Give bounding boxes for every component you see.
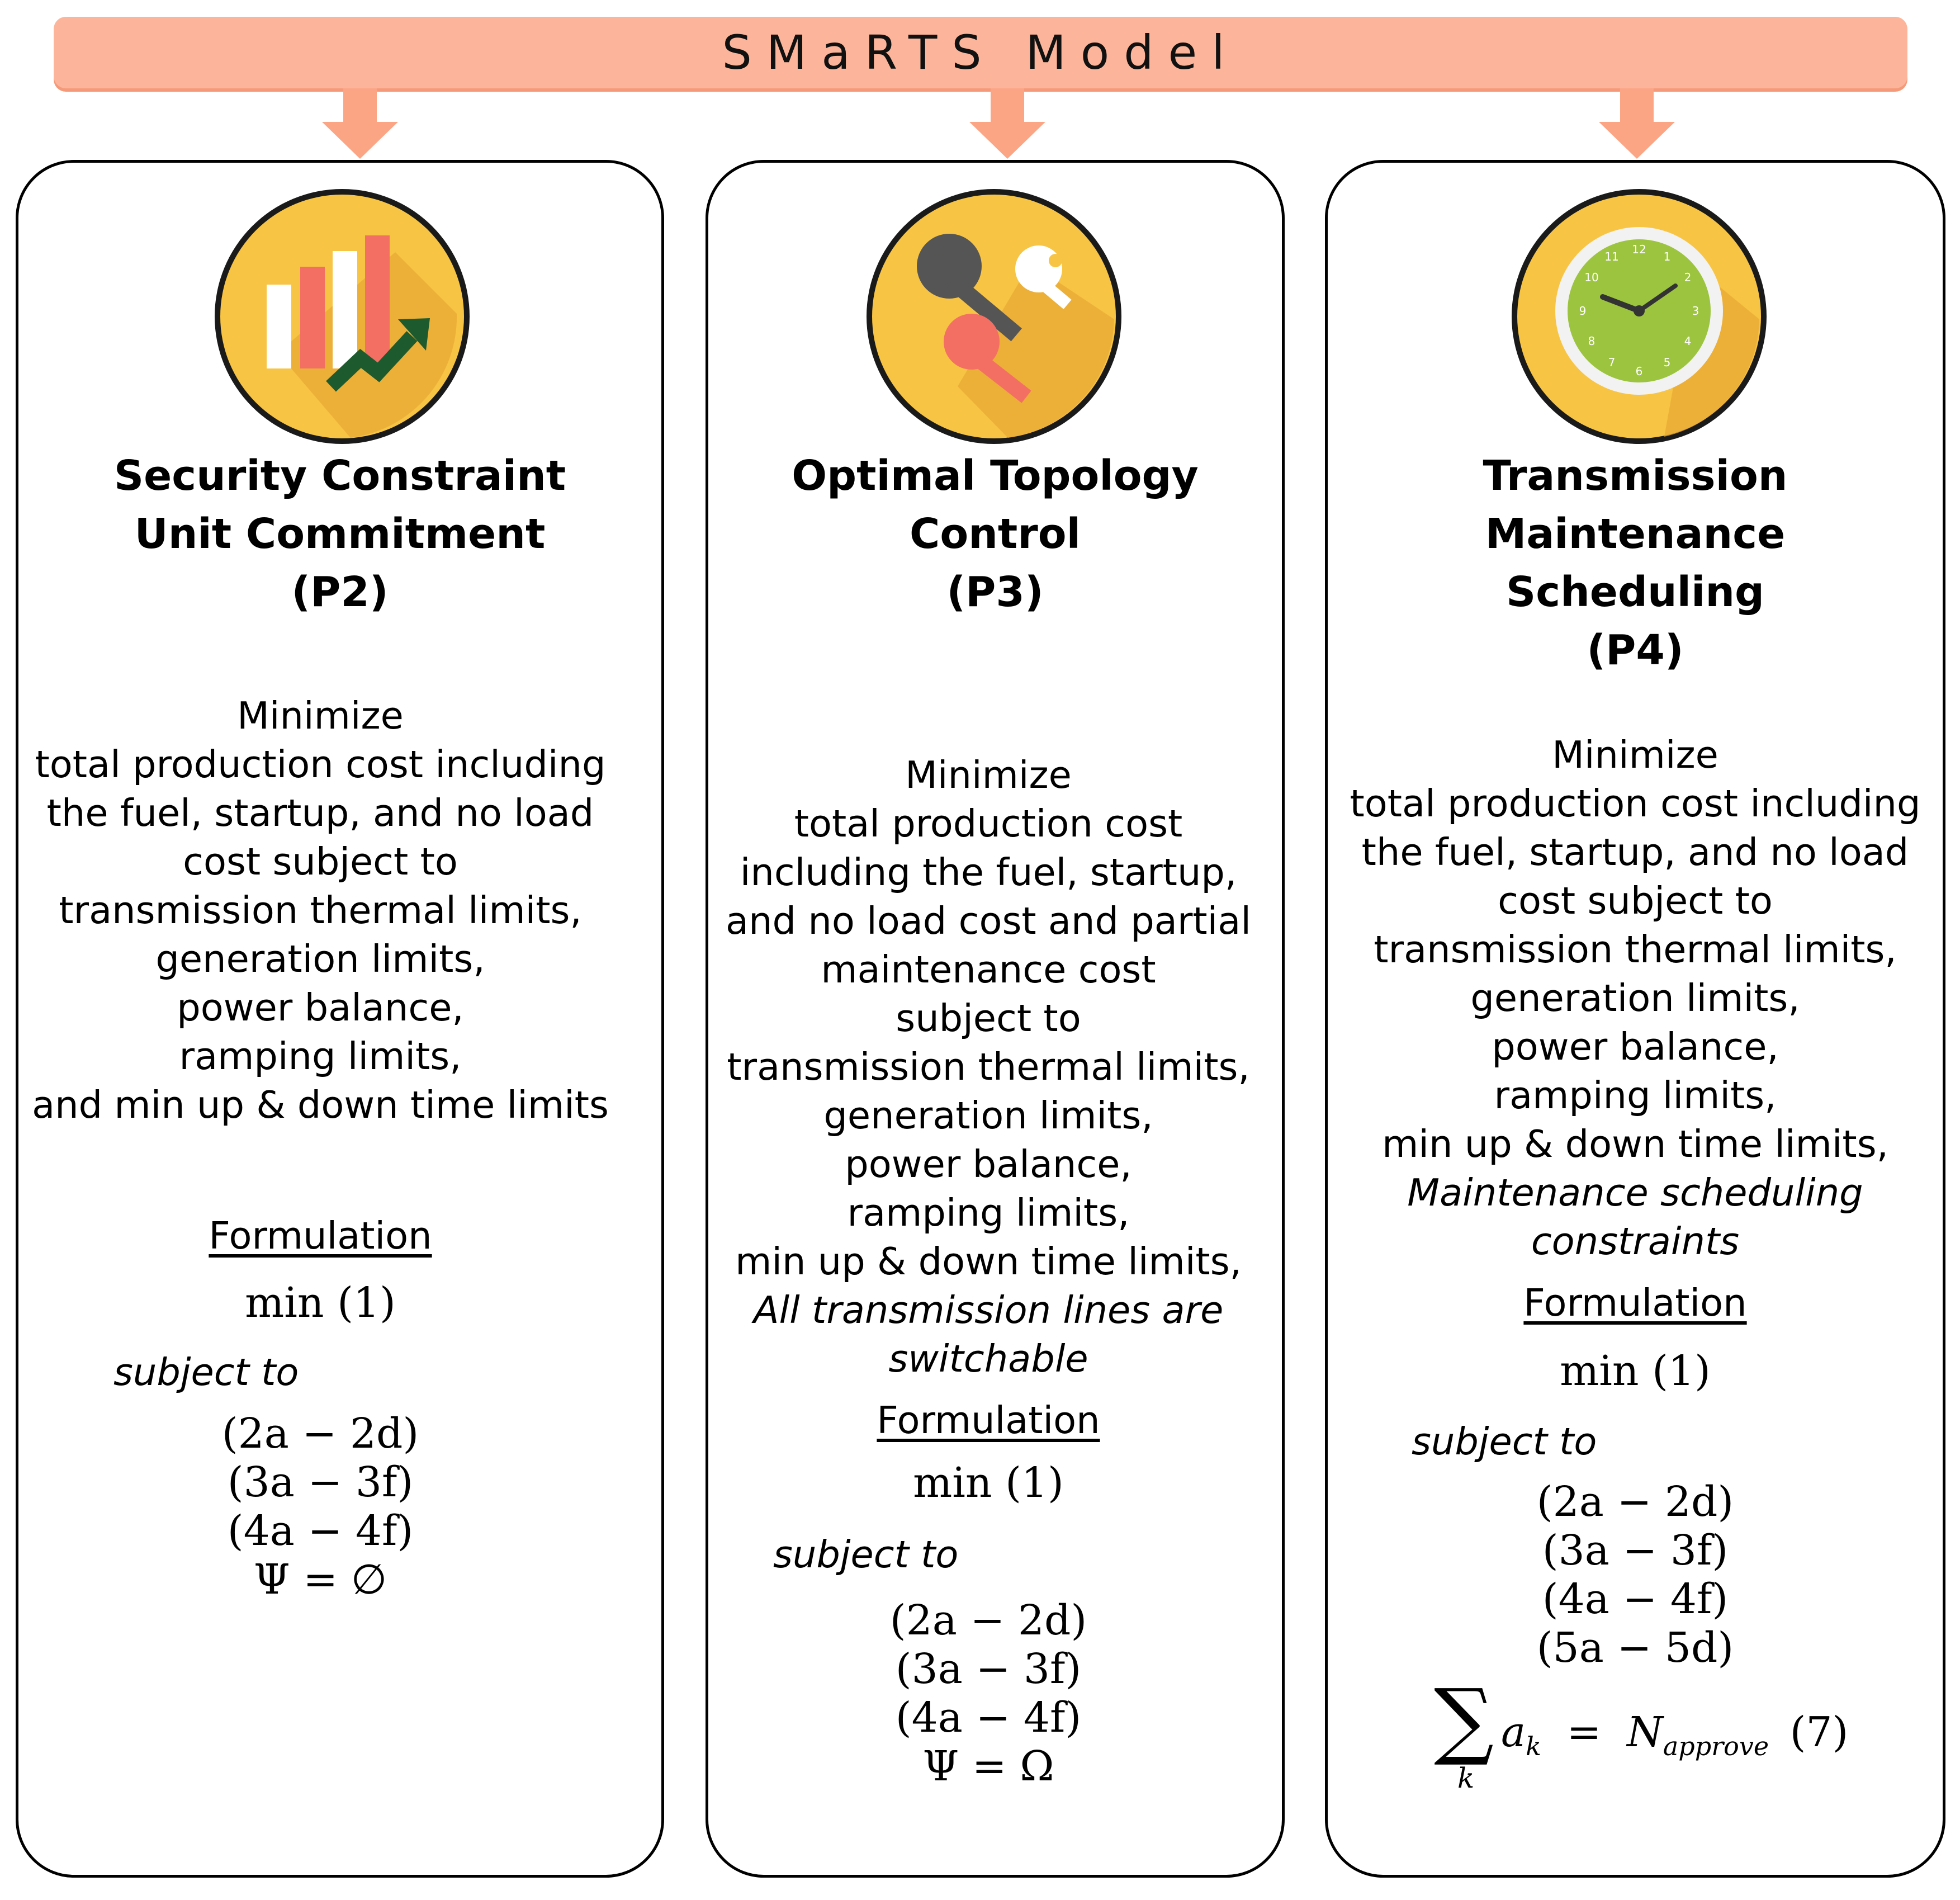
svg-text:6: 6 bbox=[1636, 365, 1643, 378]
formulation-heading: Formulation bbox=[877, 1398, 1100, 1442]
subject-to-label: subject to bbox=[773, 1533, 959, 1576]
svg-text:4: 4 bbox=[1684, 334, 1692, 348]
svg-text:11: 11 bbox=[1604, 250, 1618, 263]
svg-text:1: 1 bbox=[1664, 250, 1671, 263]
svg-text:3: 3 bbox=[1692, 304, 1699, 318]
svg-text:12: 12 bbox=[1632, 243, 1646, 256]
formulation-heading: Formulation bbox=[1523, 1281, 1747, 1325]
clock-icon: 12 12 3 45 6 78 9 10 11 bbox=[1512, 189, 1767, 444]
arrow-down-icon bbox=[1599, 88, 1675, 159]
arrow-down-icon bbox=[969, 88, 1045, 159]
svg-text:7: 7 bbox=[1608, 356, 1616, 369]
panel-security-constraint-unit-commitment: Security Constraint Unit Commitment (P2)… bbox=[16, 160, 664, 1878]
constraint-list: (2a − 2d) (3a − 3f) (4a − 4f) Ψ = ∅ bbox=[221, 1410, 419, 1604]
svg-text:2: 2 bbox=[1684, 271, 1692, 284]
subject-to-label: subject to bbox=[113, 1350, 299, 1394]
bar-chart-growth-icon bbox=[215, 189, 470, 444]
svg-text:5: 5 bbox=[1664, 356, 1671, 369]
panel-description: Minimize total production cost including… bbox=[1350, 733, 1921, 1263]
panel-title: Transmission Maintenance Scheduling (P4) bbox=[1483, 452, 1788, 674]
objective: min (1) bbox=[913, 1459, 1064, 1507]
panel-description: Minimize total production cost including… bbox=[32, 694, 609, 1127]
panel-optimal-topology-control: Optimal Topology Control (P3) Minimize t… bbox=[706, 160, 1285, 1878]
formulation-heading: Formulation bbox=[209, 1214, 432, 1258]
subject-to-label: subject to bbox=[1412, 1420, 1597, 1463]
svg-text:9: 9 bbox=[1579, 304, 1587, 318]
svg-text:8: 8 bbox=[1588, 334, 1596, 348]
keys-icon bbox=[867, 189, 1121, 444]
objective: min (1) bbox=[1560, 1347, 1711, 1395]
constraint-list: (2a − 2d) (3a − 3f) (4a − 4f) Ψ = Ω bbox=[889, 1596, 1087, 1790]
arrow-down-icon bbox=[322, 88, 398, 159]
model-banner: SMaRTS Model bbox=[54, 17, 1907, 88]
constraint-list: (2a − 2d) (3a − 3f) (4a − 4f) (5a − 5d) bbox=[1536, 1478, 1734, 1672]
objective: min (1) bbox=[245, 1279, 396, 1327]
svg-text:10: 10 bbox=[1584, 271, 1598, 284]
summation-constraint: ∑ k ak = Napprove (7) bbox=[1434, 1671, 1849, 1794]
panel-title: Optimal Topology Control (P3) bbox=[792, 452, 1199, 616]
panel-title: Security Constraint Unit Commitment (P2) bbox=[113, 452, 566, 616]
panel-description: Minimize total production cost including… bbox=[726, 753, 1251, 1381]
model-title: SMaRTS Model bbox=[722, 25, 1239, 80]
